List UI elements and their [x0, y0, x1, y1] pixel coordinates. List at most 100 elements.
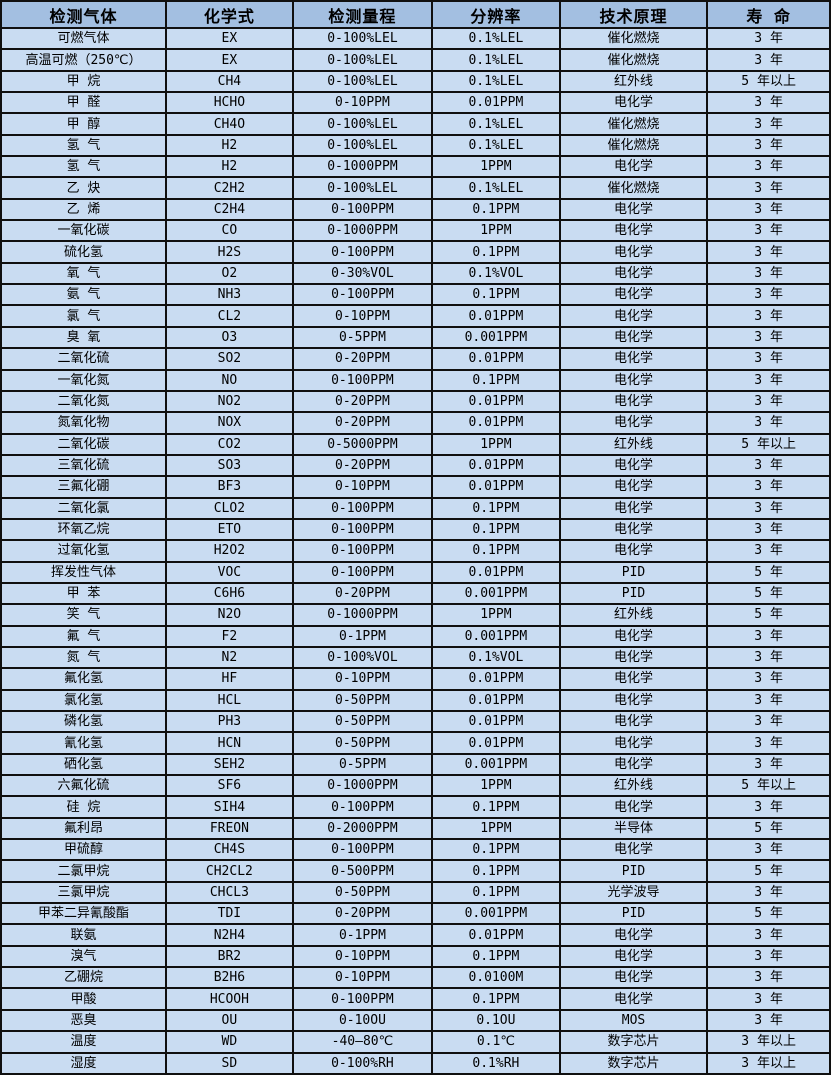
cell-formula: H2 — [164, 133, 294, 158]
cell-formula: C6H6 — [164, 581, 294, 606]
cell-formula: FREON — [164, 816, 294, 841]
column-header-lifespan: 寿 命 — [706, 0, 831, 29]
table-row: 氢 气 H2 0-1000PPM 1PPM 电化学 3 年 — [0, 155, 831, 179]
cell-range: 0-50PPM — [291, 709, 434, 734]
cell-lifespan: 3 年 — [706, 645, 831, 670]
table-row: 氯 气 CL2 0-10PPM 0.01PPM 电化学 3 年 — [0, 304, 831, 328]
cell-lifespan: 5 年以上 — [706, 69, 831, 94]
column-header-resolution: 分辨率 — [431, 0, 561, 29]
cell-principle: 电化学 — [558, 240, 709, 264]
cell-range: 0-10PPM — [291, 944, 434, 969]
cell-gas-name: 甲 烷 — [0, 69, 167, 94]
table-row: 高温可燃（250℃） EX 0-100%LEL 0.1%LEL 催化燃烧 3 年 — [0, 48, 831, 72]
cell-range: 0-100PPM — [291, 496, 434, 520]
cell-resolution: 0.1PPM — [431, 368, 561, 392]
cell-principle: 红外线 — [558, 774, 709, 798]
cell-principle: 电化学 — [558, 923, 709, 947]
cell-principle: 电化学 — [558, 731, 709, 755]
cell-range: 0-10PPM — [291, 966, 434, 990]
cell-lifespan: 3 年 — [706, 880, 831, 905]
cell-range: 0-1000PPM — [291, 603, 434, 627]
cell-formula: NO2 — [164, 389, 294, 414]
cell-formula: C2H2 — [164, 176, 294, 200]
table-row: 恶臭 OU 0-10OU 0.1OU MOS 3 年 — [0, 1008, 831, 1033]
cell-principle: 电化学 — [558, 645, 709, 670]
cell-formula: H2S — [164, 240, 294, 264]
cell-formula: O2 — [164, 261, 294, 286]
cell-resolution: 0.1%VOL — [431, 261, 561, 286]
cell-principle: 电化学 — [558, 752, 709, 777]
cell-gas-name: 甲酸 — [0, 987, 167, 1011]
cell-gas-name: 磷化氢 — [0, 709, 167, 734]
table-row: 甲 苯 C6H6 0-20PPM 0.001PPM PID 5 年 — [0, 581, 831, 606]
cell-formula: SIH4 — [164, 795, 294, 819]
cell-gas-name: 氢 气 — [0, 155, 167, 179]
cell-range: 0-20PPM — [291, 411, 434, 435]
cell-formula: OU — [164, 1008, 294, 1033]
cell-resolution: 0.001PPM — [431, 752, 561, 777]
cell-formula: VOC — [164, 560, 294, 584]
cell-principle: 电化学 — [558, 987, 709, 1011]
cell-range: 0-10OU — [291, 1008, 434, 1033]
cell-lifespan: 3 年 — [706, 283, 831, 307]
column-header-range: 检测量程 — [291, 0, 434, 29]
header-row: 检测气体 化学式 检测量程 分辨率 技术原理寿 命 — [0, 0, 831, 29]
table-row: 甲 醛 HCHO 0-10PPM 0.01PPM 电化学 3 年 — [0, 91, 831, 115]
cell-gas-name: 六氟化硫 — [0, 774, 167, 798]
cell-lifespan: 5 年 — [706, 603, 831, 627]
cell-principle: 电化学 — [558, 368, 709, 392]
cell-formula: CL2 — [164, 304, 294, 328]
cell-formula: NO — [164, 368, 294, 392]
cell-range: 0-50PPM — [291, 688, 434, 713]
cell-resolution: 1PPM — [431, 816, 561, 841]
cell-resolution: 0.1%LEL — [431, 69, 561, 94]
cell-gas-name: 硫化氢 — [0, 240, 167, 264]
cell-range: 0-10PPM — [291, 667, 434, 691]
cell-range: 0-100PPM — [291, 240, 434, 264]
cell-range: 0-5PPM — [291, 752, 434, 777]
cell-principle: 电化学 — [558, 838, 709, 862]
table-body: 可燃气体 EX 0-100%LEL 0.1%LEL 催化燃烧 3 年高温可燃（250℃） E… — [0, 26, 831, 1075]
cell-lifespan: 3 年 — [706, 475, 831, 499]
cell-principle: 电化学 — [558, 197, 709, 222]
cell-principle: 数字芯片 — [558, 1030, 709, 1054]
cell-principle: 催化燃烧 — [558, 26, 709, 51]
cell-lifespan: 3 年 — [706, 133, 831, 158]
cell-resolution: 0.1PPM — [431, 517, 561, 542]
cell-formula: CH4 — [164, 69, 294, 94]
cell-resolution: 0.01PPM — [431, 709, 561, 734]
cell-lifespan: 3 年 — [706, 261, 831, 286]
cell-resolution: 0.1PPM — [431, 859, 561, 883]
cell-range: 0-30%VOL — [291, 261, 434, 286]
cell-lifespan: 3 年 — [706, 112, 831, 136]
cell-range: 0-20PPM — [291, 389, 434, 414]
cell-lifespan: 3 年 — [706, 347, 831, 371]
cell-range: 0-100%RH — [291, 1051, 434, 1075]
cell-lifespan: 3 年 — [706, 155, 831, 179]
cell-lifespan: 5 年 — [706, 859, 831, 883]
cell-resolution: 0.1%VOL — [431, 645, 561, 670]
cell-principle: 电化学 — [558, 347, 709, 371]
cell-range: 0-10PPM — [291, 91, 434, 115]
cell-resolution: 0.1PPM — [431, 496, 561, 520]
cell-principle: 电化学 — [558, 411, 709, 435]
table-row: 六氟化硫 SF6 0-1000PPM 1PPM 红外线 5 年以上 — [0, 774, 831, 798]
table-row: 氢 气 H2 0-100%LEL 0.1%LEL 催化燃烧 3 年 — [0, 133, 831, 158]
cell-range: 0-20PPM — [291, 581, 434, 606]
cell-lifespan: 3 年 — [706, 325, 831, 350]
cell-gas-name: 笑 气 — [0, 603, 167, 627]
cell-resolution: 0.01PPM — [431, 923, 561, 947]
cell-gas-name: 甲硫醇 — [0, 838, 167, 862]
cell-gas-name: 氯化氢 — [0, 688, 167, 713]
cell-lifespan: 3 年 — [706, 539, 831, 563]
cell-lifespan: 5 年以上 — [706, 774, 831, 798]
cell-lifespan: 3 年 — [706, 91, 831, 115]
table-row: 甲 醇 CH4O 0-100%LEL 0.1%LEL 催化燃烧 3 年 — [0, 112, 831, 136]
table-row: 挥发性气体 VOC 0-100PPM 0.01PPM PID 5 年 — [0, 560, 831, 584]
cell-principle: 催化燃烧 — [558, 112, 709, 136]
cell-lifespan: 3 年 — [706, 240, 831, 264]
cell-gas-name: 二氯甲烷 — [0, 859, 167, 883]
cell-resolution: 0.1OU — [431, 1008, 561, 1033]
table-row: 二氧化碳 CO2 0-5000PPM 1PPM 红外线 5 年以上 — [0, 432, 831, 456]
cell-lifespan: 5 年 — [706, 560, 831, 584]
